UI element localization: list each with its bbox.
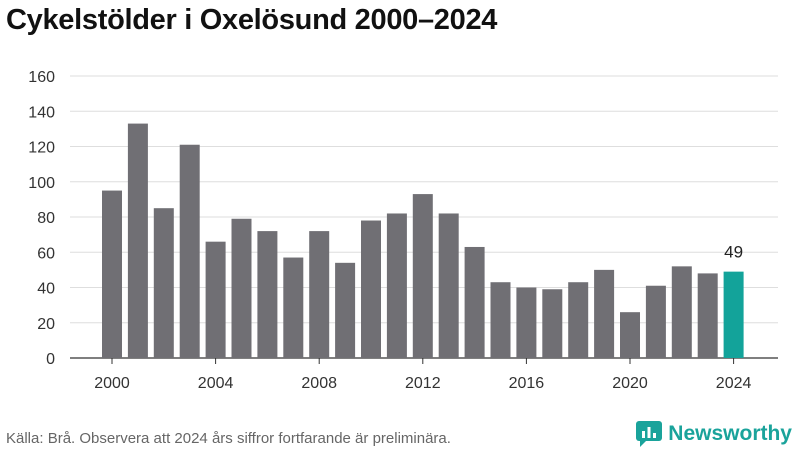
bar: [361, 220, 381, 358]
y-tick-label: 40: [37, 281, 55, 298]
bar: [697, 273, 718, 358]
bar: [645, 285, 666, 358]
y-tick-label: 80: [37, 210, 55, 227]
brand-name: Newsworthy: [668, 422, 792, 445]
bar: [179, 144, 200, 358]
bar: [438, 213, 459, 358]
y-tick-label: 0: [46, 351, 55, 368]
bar: [386, 213, 407, 358]
bar: [516, 287, 537, 358]
y-tick-label: 140: [28, 104, 55, 121]
bar: [283, 257, 304, 358]
bar: [102, 190, 122, 358]
x-tick-label: 2016: [509, 375, 545, 392]
bar: [594, 269, 615, 358]
x-tick-label: 2008: [301, 375, 337, 392]
y-tick-label: 160: [28, 69, 55, 86]
x-tick-label: 2000: [94, 375, 130, 392]
source-note: Källa: Brå. Observera att 2024 års siffr…: [6, 430, 451, 447]
x-tick-label: 2012: [405, 375, 441, 392]
bar-chart-logo-icon: [636, 421, 663, 447]
y-tick-label: 120: [28, 140, 55, 157]
bar: [723, 271, 744, 358]
bar: [153, 208, 174, 358]
bar: [412, 194, 433, 358]
y-tick-label: 100: [28, 175, 55, 192]
y-tick-label: 60: [37, 245, 55, 262]
bar: [231, 218, 252, 358]
bar: [309, 231, 330, 358]
x-tick-label: 2024: [716, 375, 752, 392]
bar: [205, 241, 226, 358]
bar: [620, 312, 640, 358]
chart-title: Cykelstölder i Oxelösund 2000–2024: [6, 4, 498, 36]
bar: [257, 231, 278, 358]
y-tick-label: 20: [37, 316, 55, 333]
bar: [671, 266, 692, 358]
data-label: 49: [724, 243, 743, 262]
brand-logo: Newsworthy: [636, 421, 792, 447]
bar: [464, 246, 485, 358]
bar: [490, 282, 511, 358]
bar: [127, 123, 148, 359]
x-tick-label: 2020: [612, 375, 648, 392]
bar: [335, 262, 356, 358]
bar: [568, 282, 589, 358]
bar: [542, 289, 563, 358]
x-tick-label: 2004: [198, 375, 234, 392]
